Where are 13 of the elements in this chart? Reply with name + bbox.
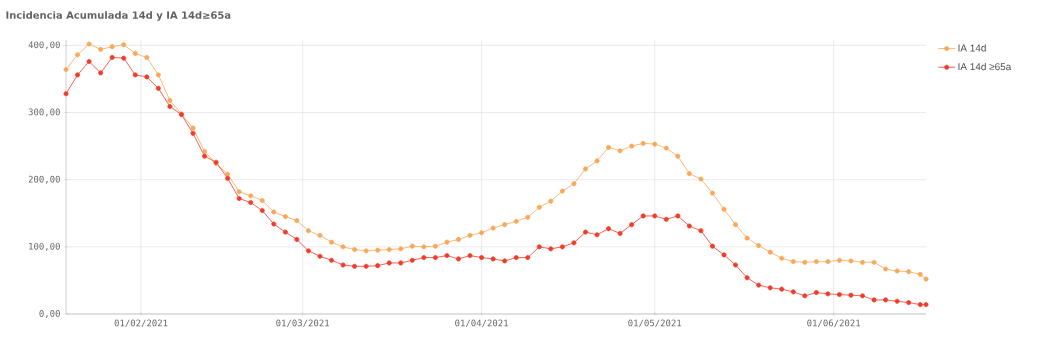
y-tick-label: 400,00 <box>28 41 60 50</box>
x-tick-label: 01/02/2021 <box>114 319 168 327</box>
chart-title: Incidencia Acumulada 14d y IA 14d≥65a <box>6 11 231 21</box>
x-tick-label: 01/04/2021 <box>455 319 508 327</box>
x-tick-label: 01/03/2021 <box>276 319 330 327</box>
legend-label: IA 14d <box>958 44 986 52</box>
legend-label: IA 14d ≥65a <box>958 62 1012 71</box>
y-tick-label: 100,00 <box>29 242 60 251</box>
y-tick-label: 300,00 <box>28 108 60 117</box>
y-tick-label: 0,00 <box>39 310 60 318</box>
y-tick-label: 200,00 <box>28 175 60 184</box>
x-tick-label: 01/05/2021 <box>628 319 682 327</box>
x-tick-label: 01/06/2021 <box>807 319 861 327</box>
